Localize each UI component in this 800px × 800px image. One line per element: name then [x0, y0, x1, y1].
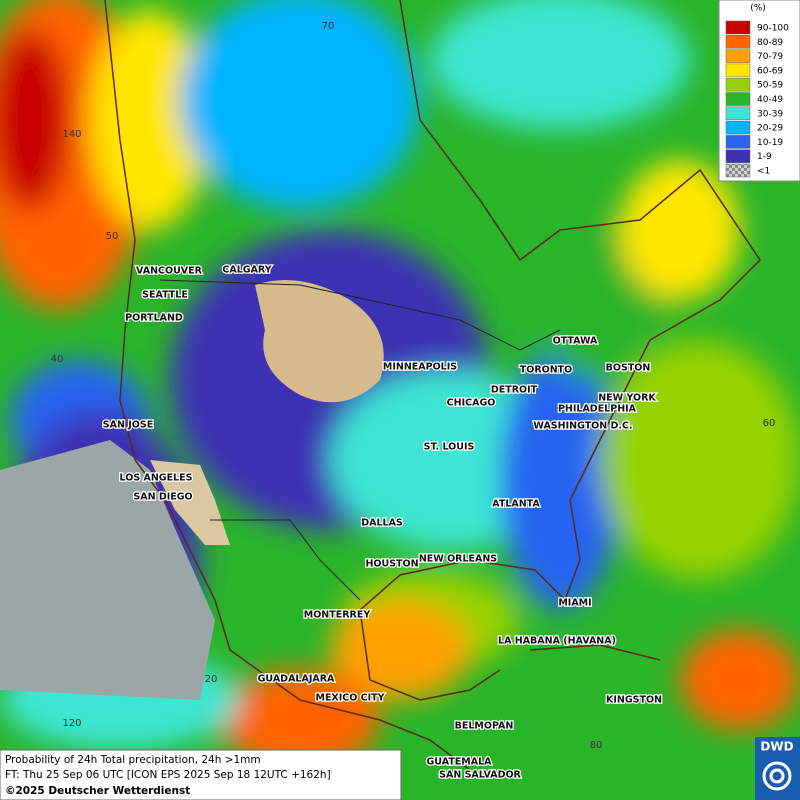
legend-label: 1-9: [757, 152, 772, 162]
city-label: BOSTON: [606, 363, 651, 374]
legend-label: 50-59: [757, 81, 783, 91]
caption-box: [0, 749, 402, 800]
graticule-label: 120: [62, 718, 81, 729]
city-label: CHICAGO: [447, 398, 496, 409]
legend: (%) 90-100 80-89 70-79 60-69 50-59 40-49 30-39…: [718, 0, 800, 182]
city-label: MIAMI: [558, 598, 591, 609]
city-label: GUADALAJARA: [258, 674, 335, 685]
graticule-labels: 70 140 50 40 60 20 120 80: [51, 21, 776, 751]
city-label: BELMOPAN: [455, 721, 514, 732]
city-label: VANCOUVER: [136, 266, 203, 277]
city-label: MINNEAPOLIS: [383, 362, 457, 373]
legend-label: 70-79: [757, 52, 783, 62]
legend-label: 40-49: [757, 95, 783, 105]
legend-swatch: [725, 135, 751, 149]
city-label: KINGSTON: [606, 695, 662, 706]
city-label: ATLANTA: [492, 499, 540, 510]
legend-items: 90-100 80-89 70-79 60-69 50-59 40-49 30-39 20-2…: [725, 20, 789, 178]
city-label: LOS ANGELES: [120, 473, 193, 484]
city-label: TORONTO: [520, 365, 572, 376]
graticule-label: 70: [322, 21, 335, 32]
legend-swatch: [725, 163, 751, 178]
city-label: SAN DIEGO: [133, 492, 192, 503]
city-label: MONTERREY: [304, 610, 371, 621]
city-label: NEW YORK: [598, 393, 656, 404]
legend-swatch: [725, 120, 751, 135]
city-label: WASHINGTON D.C.: [533, 421, 632, 432]
graticule-label: 20: [205, 674, 218, 685]
city-label: LA HABANA (HAVANA): [498, 636, 616, 647]
graticule-label: 80: [590, 740, 603, 751]
city-labels: VANCOUVER CALGARY SEATTLE PORTLAND MINNEAPOL…: [102, 263, 664, 782]
legend-label: 10-19: [757, 138, 783, 148]
city-label: SEATTLE: [142, 290, 188, 301]
city-label: NEW ORLEANS: [419, 554, 497, 565]
caption-line: Probability of 24h Total precipitation, …: [5, 754, 261, 766]
legend-label: <1: [757, 167, 770, 177]
city-label: PORTLAND: [125, 313, 183, 324]
logo-swirl: [769, 768, 785, 784]
city-label: ST. LOUIS: [424, 442, 475, 453]
legend-swatch: [725, 77, 751, 92]
city-label: SAN JOSE: [103, 420, 153, 431]
legend-unit: (%): [750, 4, 766, 14]
graticule-label: 140: [62, 129, 81, 140]
city-label: PHILADELPHIA: [558, 404, 637, 415]
legend-swatch: [725, 49, 751, 63]
legend-label: 30-39: [757, 109, 783, 119]
city-label: SAN SALVADOR: [439, 770, 521, 781]
graticule-label: 40: [51, 354, 64, 365]
legend-swatch: [725, 92, 751, 106]
legend-swatch: [725, 35, 751, 49]
legend-label: 80-89: [757, 38, 783, 48]
caption-line: FT: Thu 25 Sep 06 UTC [ICON EPS 2025 Sep…: [5, 769, 331, 781]
city-label: MEXICO CITY: [315, 693, 384, 704]
legend-label: 90-100: [757, 24, 789, 34]
city-label: DALLAS: [361, 518, 403, 529]
coastlines: [104, 0, 761, 771]
city-label: OTTAWA: [553, 336, 598, 347]
city-label: GUATEMALA: [426, 757, 492, 768]
legend-swatch: [725, 106, 751, 121]
city-label: DETROIT: [491, 385, 538, 396]
legend-swatch: [725, 149, 751, 163]
caption: Probability of 24h Total precipitation, …: [0, 749, 402, 800]
legend-swatch: [725, 63, 751, 78]
graticule-label: 60: [763, 418, 776, 429]
legend-label: 60-69: [757, 66, 783, 76]
legend-swatch: [725, 20, 751, 35]
city-label: CALGARY: [222, 265, 271, 276]
logo-text: DWD: [760, 740, 793, 754]
legend-label: 20-29: [757, 124, 783, 134]
copyright: ©2025 Deutscher Wetterdienst: [5, 785, 190, 797]
dwd-logo: DWD: [755, 737, 800, 800]
logo-swirl: [762, 761, 792, 791]
city-label: HOUSTON: [365, 559, 418, 570]
graticule-label: 50: [106, 231, 119, 242]
